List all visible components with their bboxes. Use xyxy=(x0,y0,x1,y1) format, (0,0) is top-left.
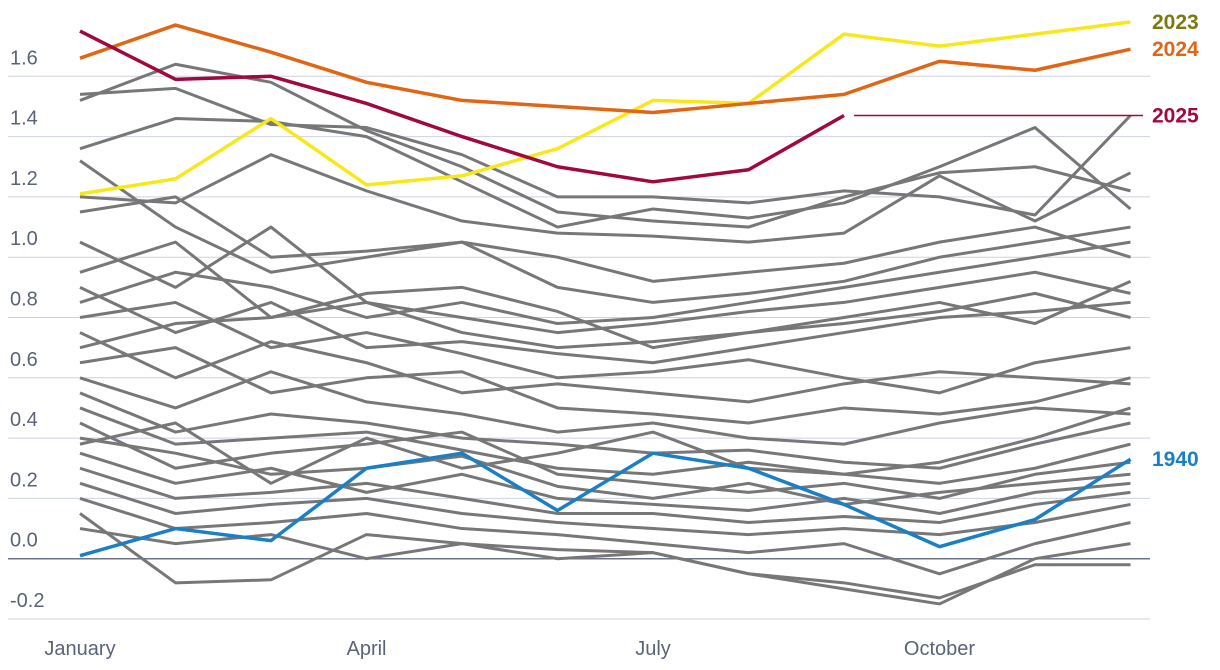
year-line xyxy=(79,512,1131,600)
x-tick-label: July xyxy=(635,638,671,660)
year-line xyxy=(79,240,1132,350)
year-line xyxy=(79,421,1131,500)
year-line xyxy=(79,370,1131,446)
series-label: 1940 xyxy=(1152,448,1199,471)
year-line xyxy=(79,291,1131,350)
y-tick-label: -0.2 xyxy=(10,590,44,612)
year-line xyxy=(79,406,1131,485)
year-line xyxy=(79,153,1132,244)
highlight-line xyxy=(79,29,845,184)
y-tick-label: 1.6 xyxy=(10,47,38,69)
y-tick-label: 0.8 xyxy=(10,289,38,311)
y-tick-label: 1.0 xyxy=(10,228,38,250)
year-line xyxy=(79,300,1131,395)
year-line xyxy=(79,527,1131,606)
highlight-line xyxy=(79,20,1131,196)
y-tick-label: 0.0 xyxy=(10,530,38,552)
y-tick-label: 1.4 xyxy=(10,108,38,130)
year-line xyxy=(79,285,1131,365)
y-tick-label: 0.2 xyxy=(10,469,38,491)
y-tick-label: 0.4 xyxy=(10,409,38,431)
y-tick-label: 1.2 xyxy=(10,168,38,190)
year-line xyxy=(79,406,1131,485)
highlight-line xyxy=(79,451,1132,558)
year-line xyxy=(79,331,1131,404)
year-line xyxy=(79,240,1131,326)
series-label: 2023 xyxy=(1152,11,1199,34)
year-line xyxy=(79,346,1131,425)
series-label: 2024 xyxy=(1152,38,1199,61)
highlight-line xyxy=(79,23,1131,115)
y-tick-label: 0.6 xyxy=(10,349,38,371)
year-line xyxy=(79,391,1131,470)
year-line xyxy=(79,117,1132,229)
year-line xyxy=(79,159,1131,283)
year-line xyxy=(79,86,1132,217)
year-line xyxy=(79,195,1131,304)
year-line xyxy=(79,466,1131,525)
year-line xyxy=(79,481,1131,537)
year-line xyxy=(79,451,1131,515)
x-tick-label: April xyxy=(346,638,386,660)
x-tick-label: October xyxy=(904,638,975,660)
series-label: 2025 xyxy=(1152,104,1199,127)
x-tick-label: January xyxy=(44,638,115,660)
year-line xyxy=(79,496,1131,576)
